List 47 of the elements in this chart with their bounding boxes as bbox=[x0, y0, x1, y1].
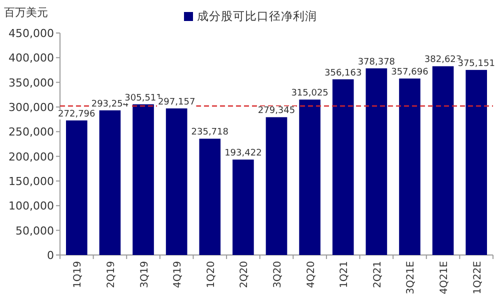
bar bbox=[299, 100, 320, 255]
y-tick-label: 50,000 bbox=[16, 224, 54, 238]
x-tick-label: 1Q20 bbox=[206, 261, 217, 288]
data-label: 375,151 bbox=[458, 58, 495, 69]
data-label: 272,796 bbox=[58, 109, 96, 120]
data-label: 357,696 bbox=[391, 68, 429, 78]
data-label: 297,157 bbox=[158, 97, 196, 108]
data-label: 356,163 bbox=[324, 68, 362, 78]
y-axis-title: 百万美元 bbox=[4, 6, 48, 19]
bar bbox=[99, 110, 121, 255]
bar bbox=[66, 120, 88, 255]
x-tick-label: 3Q21E bbox=[406, 261, 417, 294]
y-tick-label: 0 bbox=[47, 249, 54, 262]
y-tick-label: 450,000 bbox=[8, 27, 54, 40]
bar bbox=[399, 78, 420, 255]
y-tick-label: 350,000 bbox=[8, 76, 54, 90]
x-tick-label: 4Q19 bbox=[172, 261, 184, 288]
data-label: 378,378 bbox=[358, 57, 396, 68]
y-tick-label: 400,000 bbox=[8, 52, 54, 65]
x-tick-label: 3Q20 bbox=[272, 261, 284, 288]
legend-label: 成分股可比口径净利润 bbox=[197, 9, 317, 23]
bar bbox=[232, 160, 254, 255]
bar bbox=[266, 117, 288, 255]
data-label: 193,422 bbox=[224, 148, 262, 159]
bar bbox=[466, 70, 488, 255]
x-tick-label: 4Q20 bbox=[306, 261, 317, 288]
x-tick-label: 1Q21 bbox=[339, 261, 350, 288]
x-tick-label: 2Q19 bbox=[106, 261, 117, 288]
x-tick-label: 1Q19 bbox=[72, 261, 84, 288]
y-tick-label: 250,000 bbox=[8, 126, 54, 139]
y-tick-label: 100,000 bbox=[8, 200, 54, 213]
x-tick-label: 3Q19 bbox=[139, 261, 150, 288]
data-label: 235,718 bbox=[191, 128, 229, 138]
bar bbox=[132, 104, 154, 255]
x-tick-label: 2Q20 bbox=[239, 261, 250, 288]
bar bbox=[166, 108, 188, 255]
bar bbox=[199, 138, 221, 255]
data-label: 315,025 bbox=[291, 88, 328, 99]
bar bbox=[332, 79, 354, 255]
x-tick-label: 2Q21 bbox=[372, 261, 384, 288]
y-tick-label: 300,000 bbox=[8, 101, 54, 114]
data-label: 279,345 bbox=[258, 106, 296, 116]
y-tick-label: 200,000 bbox=[8, 150, 54, 164]
y-tick-label: 150,000 bbox=[8, 175, 54, 188]
x-tick-label: 4Q21E bbox=[439, 261, 450, 294]
bar bbox=[366, 68, 388, 255]
x-tick-label: 1Q22E bbox=[472, 261, 484, 294]
